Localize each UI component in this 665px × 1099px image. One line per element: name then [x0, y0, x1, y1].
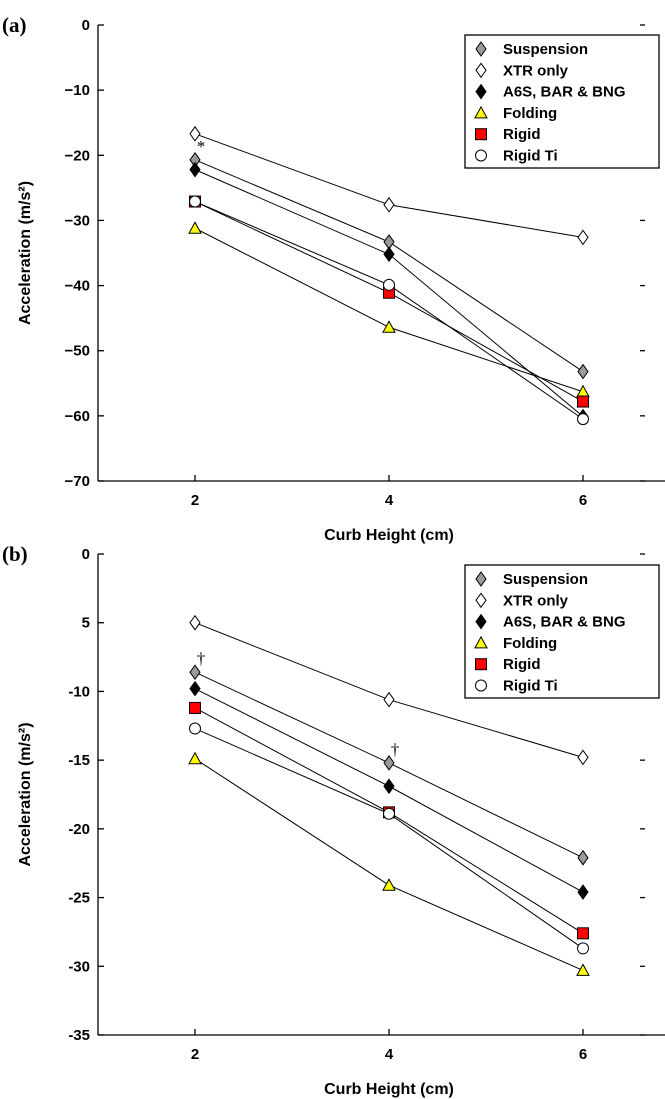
- legend-marker: [475, 571, 487, 587]
- significance-annotation: †: [391, 740, 400, 759]
- y-tick-label: −70: [65, 473, 90, 490]
- significance-annotation: †: [197, 649, 206, 668]
- y-axis-title: Acceleration (m/s²): [17, 181, 34, 325]
- y-tick-label: −20: [65, 147, 90, 164]
- legend-marker: [474, 635, 488, 649]
- x-tick-label: 2: [191, 492, 199, 509]
- data-point-suspension: [189, 664, 201, 681]
- y-tick-label: -30: [68, 958, 90, 975]
- data-point-suspension: [577, 849, 589, 866]
- data-point-xtr-only: [577, 229, 589, 246]
- series-line-suspension: [194, 159, 584, 372]
- data-point-rigid: [189, 701, 201, 714]
- data-point-folding: [188, 221, 202, 234]
- y-axis-title: Acceleration (m/s²): [17, 722, 34, 866]
- data-point-xtr-only: [383, 691, 395, 708]
- data-point-folding: [576, 963, 590, 976]
- data-point-xtr-only: [577, 749, 589, 766]
- legend-label: Rigid Ti: [503, 148, 558, 165]
- legend-marker: [475, 658, 487, 671]
- legend-label: Suspension: [503, 41, 588, 58]
- x-tick-label: 6: [579, 1046, 587, 1063]
- data-point-folding: [188, 751, 202, 765]
- legend-box: [464, 34, 660, 169]
- legend-label: Rigid: [503, 126, 541, 143]
- data-point-a6s-bar-bng: [189, 680, 201, 697]
- legend-label: Rigid Ti: [503, 678, 558, 695]
- legend-marker: [475, 62, 487, 79]
- legend-marker: [475, 41, 487, 57]
- data-point-a6s-bar-bng: [383, 778, 395, 795]
- series-line-rigid: [194, 201, 584, 402]
- x-tick-label: 4: [385, 1046, 394, 1063]
- legend-marker: [474, 105, 488, 119]
- legend-marker: [475, 679, 487, 692]
- y-tick-label: −10: [65, 82, 90, 99]
- data-point-suspension: [577, 363, 589, 380]
- y-tick-label: −50: [65, 343, 90, 360]
- legend-label: Folding: [503, 105, 557, 122]
- data-point-rigid-ti: [383, 807, 395, 820]
- data-point-rigid: [577, 927, 589, 940]
- x-axis-title: Curb Height (cm): [324, 1081, 454, 1098]
- data-point-xtr-only: [189, 614, 201, 631]
- legend-box: [464, 564, 660, 699]
- data-point-rigid-ti: [577, 942, 589, 955]
- x-axis-title: Curb Height (cm): [324, 527, 454, 544]
- data-point-rigid: [577, 395, 589, 408]
- x-tick-label: 6: [579, 492, 587, 509]
- legend: Suspension XTR only A6S, BAR & BNG Folding R…: [464, 34, 660, 169]
- legend-label: XTR only: [503, 62, 569, 79]
- data-point-xtr-only: [189, 125, 201, 142]
- data-point-xtr-only: [383, 196, 395, 213]
- data-point-rigid-ti: [189, 195, 201, 208]
- chart-panel-b: (b) 0 5 -10 -15 -20 -25 -30 -35 2 4 6 Curb Height (c…: [2, 542, 665, 1098]
- legend-label: A6S, BAR & BNG: [503, 84, 626, 101]
- y-tick-label: -20: [68, 821, 90, 838]
- legend-marker: [475, 128, 487, 141]
- data-point-suspension: [383, 755, 395, 771]
- y-tick-label: 0: [82, 546, 90, 563]
- legend-marker: [475, 613, 487, 630]
- y-tick-label: -35: [68, 1027, 90, 1044]
- chart-panel-a: (a) 0 −10 −20 −30 −40 −50 −60 −70 2 4 6 Curb Height …: [2, 13, 665, 544]
- y-tick-label: 0: [82, 17, 90, 34]
- x-tick-label: 2: [191, 1046, 199, 1063]
- legend-label: Folding: [503, 635, 557, 652]
- data-point-folding: [382, 878, 396, 891]
- legend-label: Rigid: [503, 656, 541, 673]
- data-point-a6s-bar-bng: [189, 161, 201, 178]
- data-point-rigid-ti: [577, 413, 589, 426]
- y-tick-label: −30: [65, 212, 90, 229]
- legend-marker: [475, 592, 487, 609]
- data-point-a6s-bar-bng: [383, 246, 395, 263]
- data-point-folding: [382, 320, 396, 333]
- legend-marker: [475, 149, 487, 162]
- y-tick-label: −40: [65, 278, 90, 295]
- data-point-rigid-ti: [383, 278, 395, 291]
- data-point-rigid-ti: [189, 722, 201, 735]
- data-point-folding: [576, 384, 590, 398]
- y-tick-label: 5: [82, 615, 90, 632]
- series-line-rigid: [194, 707, 584, 934]
- x-tick-label: 4: [385, 492, 394, 509]
- legend-label: A6S, BAR & BNG: [503, 614, 626, 631]
- data-point-a6s-bar-bng: [577, 884, 589, 900]
- y-tick-label: -25: [68, 890, 90, 907]
- panel-label-b: (b): [2, 542, 28, 566]
- y-tick-label: -10: [68, 683, 90, 700]
- legend-marker: [475, 83, 487, 100]
- legend-label: XTR only: [503, 592, 569, 609]
- y-tick-label: -15: [68, 752, 90, 769]
- legend: Suspension XTR only A6S, BAR & BNG Folding R…: [464, 564, 660, 699]
- significance-annotation: *: [197, 137, 206, 156]
- legend-label: Suspension: [503, 571, 588, 588]
- panel-label-a: (a): [2, 13, 27, 37]
- y-tick-label: −60: [65, 408, 90, 425]
